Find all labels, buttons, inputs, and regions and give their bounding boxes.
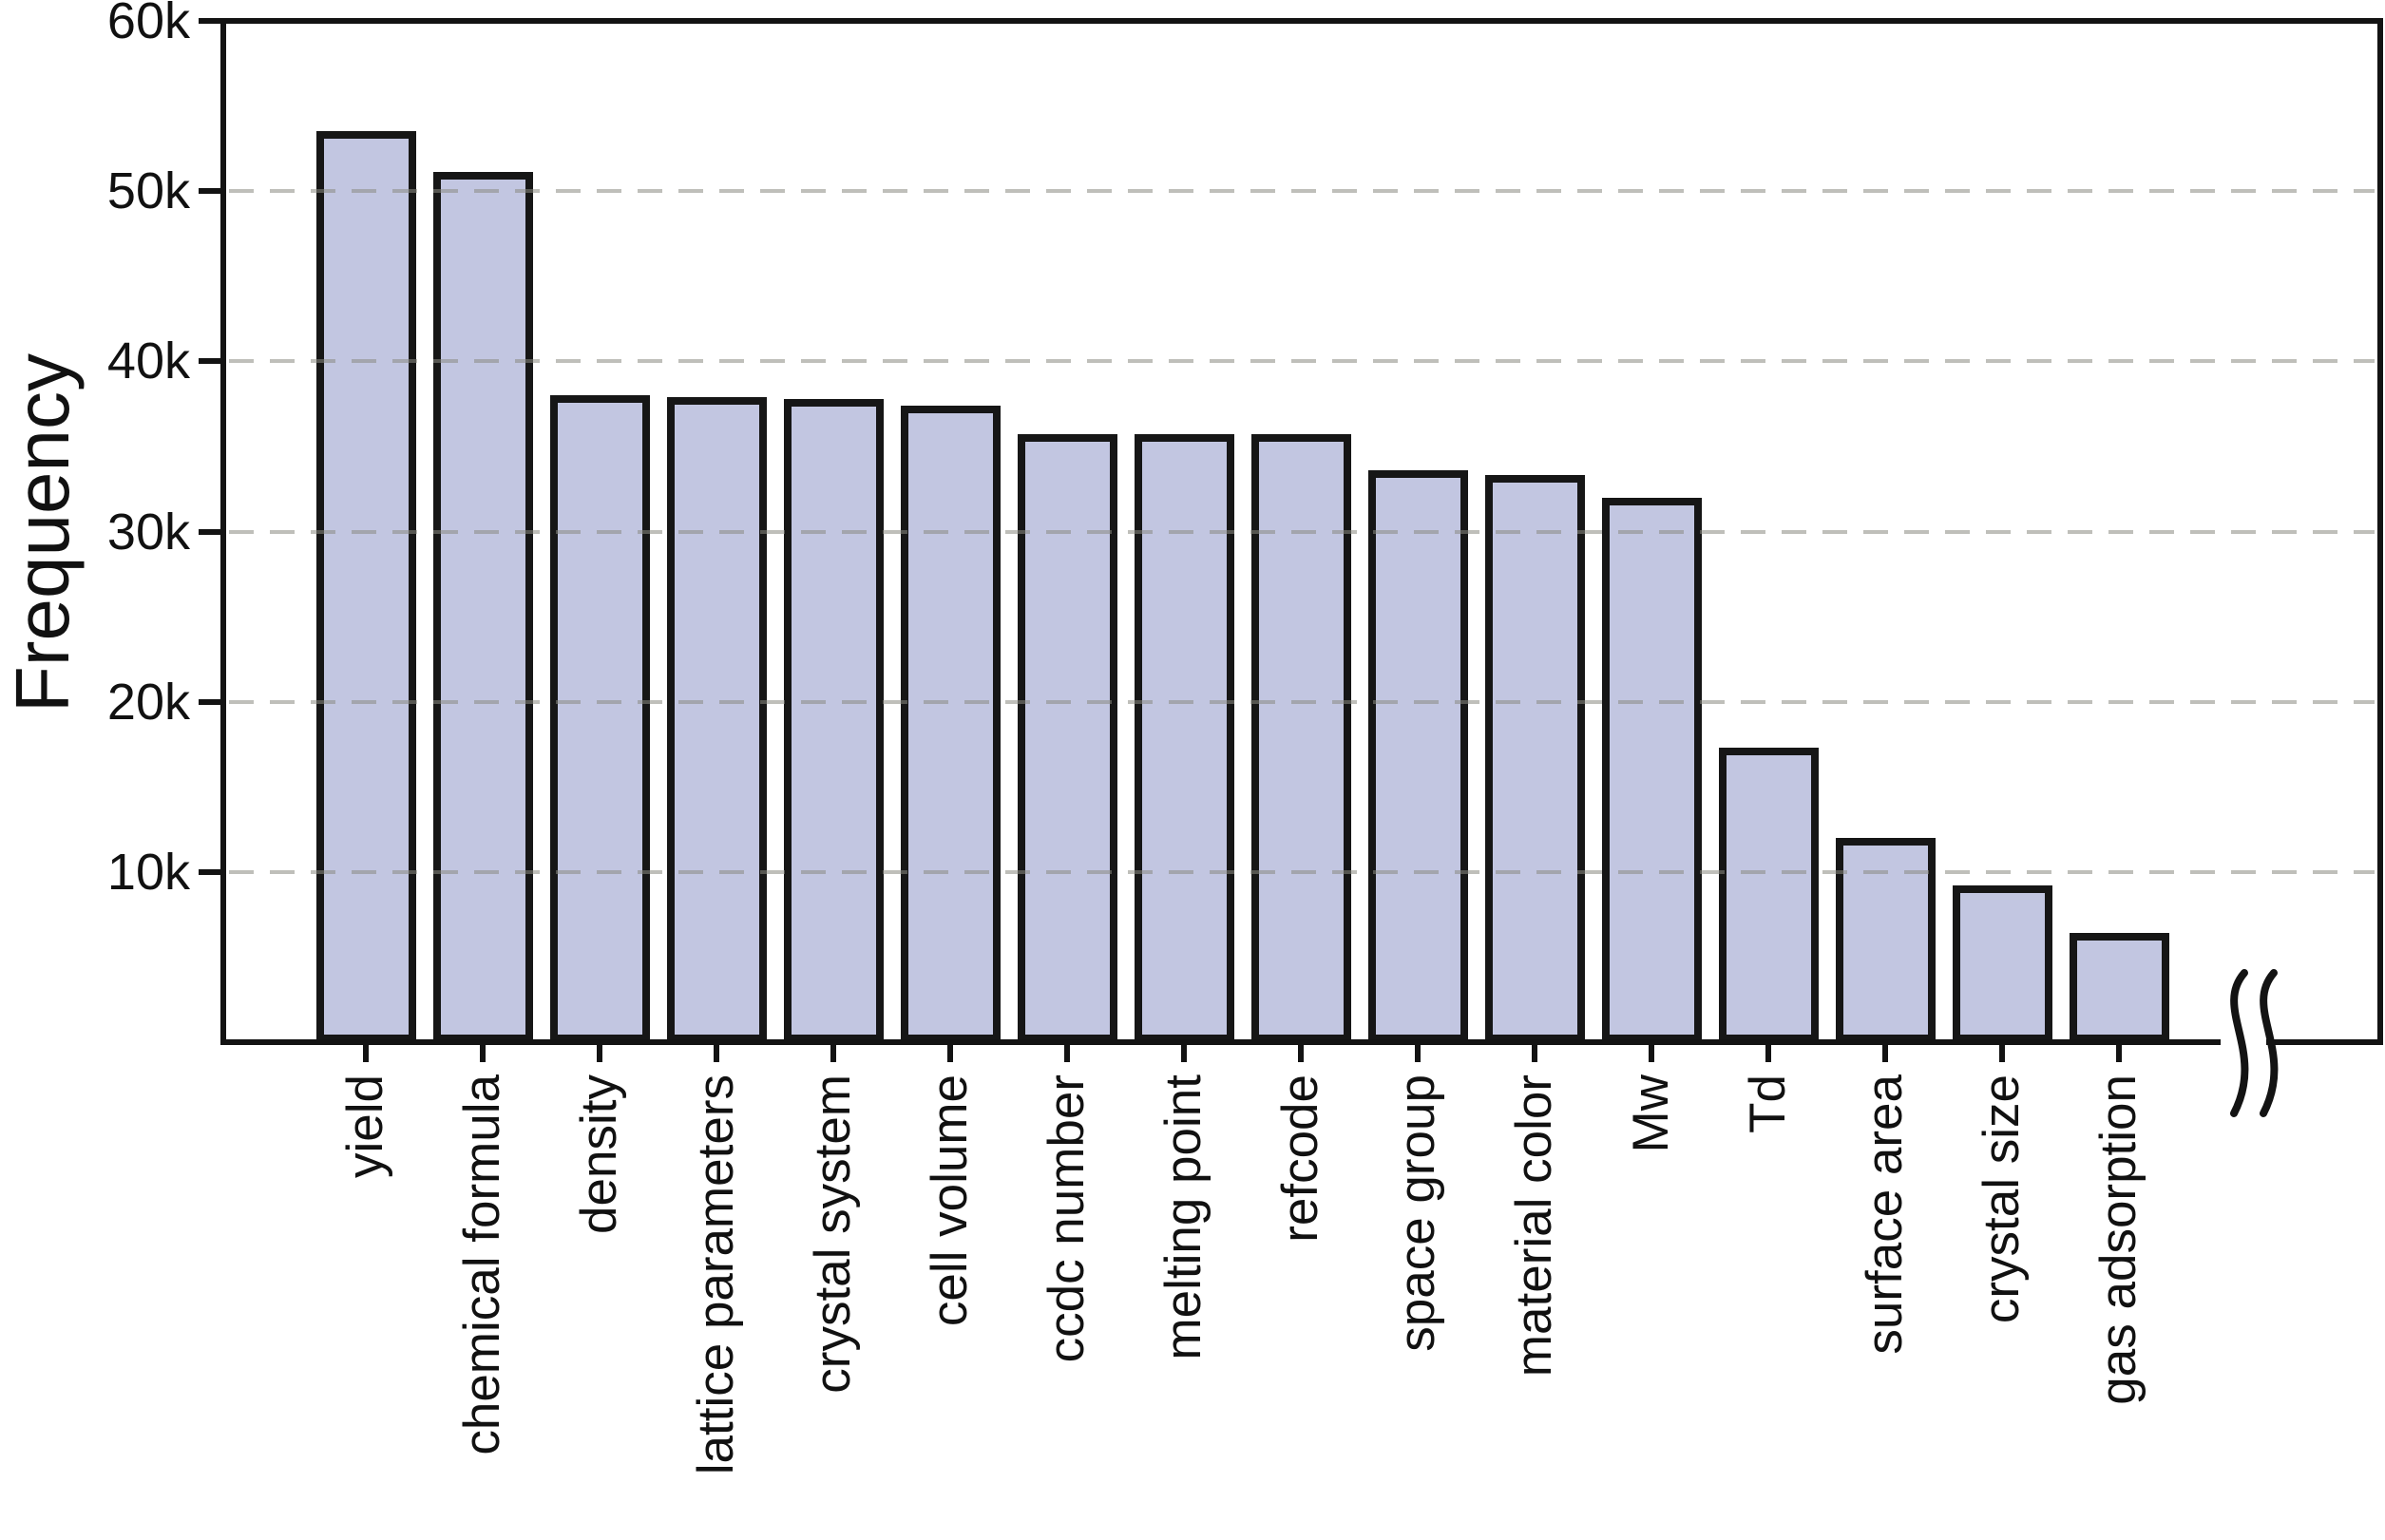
x-tick-surface-area bbox=[1882, 1042, 1888, 1062]
bar-refcode bbox=[1250, 434, 1351, 1042]
bar-surface-area bbox=[1835, 838, 1936, 1042]
x-tick-td bbox=[1765, 1042, 1771, 1062]
y-tick-label-60k: 60k bbox=[106, 0, 190, 49]
y-tick-label-30k: 30k bbox=[106, 503, 190, 561]
x-tick-cell-volume bbox=[947, 1042, 953, 1062]
x-tick-label-density: density bbox=[571, 1074, 627, 1234]
y-tick-50k bbox=[199, 188, 223, 195]
right-spine bbox=[2377, 18, 2383, 1045]
x-tick-label-cell-volume: cell volume bbox=[922, 1074, 978, 1327]
x-tick-label-refcode: refcode bbox=[1272, 1074, 1328, 1243]
y-tick-30k bbox=[199, 528, 223, 535]
bar-density bbox=[549, 395, 650, 1042]
bar-lattice-parameters bbox=[666, 396, 767, 1042]
x-tick-label-mw: Mw bbox=[1623, 1074, 1679, 1153]
gridline-30k bbox=[229, 529, 2375, 534]
x-tick-material-color bbox=[1532, 1042, 1537, 1062]
bar-crystal-system bbox=[783, 398, 884, 1042]
x-axis-baseline-right-segment bbox=[2266, 1039, 2380, 1045]
bar-space-group bbox=[1367, 470, 1468, 1042]
y-tick-60k bbox=[199, 18, 223, 24]
bar-gas-adsorption bbox=[2069, 933, 2169, 1042]
x-tick-lattice-parameters bbox=[714, 1042, 719, 1062]
x-tick-refcode bbox=[1298, 1042, 1304, 1062]
y-tick-label-50k: 50k bbox=[106, 162, 190, 220]
x-tick-label-crystal-system: crystal system bbox=[805, 1074, 861, 1394]
bar-cell-volume bbox=[900, 405, 1001, 1042]
bar-mw bbox=[1601, 497, 1702, 1042]
x-tick-chemical-formula bbox=[480, 1042, 486, 1062]
gridline-20k bbox=[229, 699, 2375, 704]
x-tick-label-surface-area: surface area bbox=[1857, 1074, 1913, 1355]
x-tick-gas-adsorption bbox=[2116, 1042, 2122, 1062]
y-tick-20k bbox=[199, 698, 223, 705]
y-tick-label-10k: 10k bbox=[106, 843, 190, 901]
y-tick-label-20k: 20k bbox=[106, 673, 190, 731]
bar-crystal-size bbox=[1952, 885, 2052, 1042]
x-tick-label-chemical-formula: chemical formula bbox=[454, 1074, 510, 1455]
x-tick-label-yield: yield bbox=[337, 1074, 393, 1179]
bar-yield bbox=[315, 131, 416, 1042]
y-tick-label-40k: 40k bbox=[106, 333, 190, 390]
bar-melting-point bbox=[1134, 434, 1234, 1042]
y-tick-10k bbox=[199, 868, 223, 875]
x-tick-label-space-group: space group bbox=[1389, 1074, 1445, 1352]
x-tick-yield bbox=[363, 1042, 369, 1062]
x-tick-density bbox=[597, 1042, 602, 1062]
x-tick-label-crystal-size: crystal size bbox=[1974, 1074, 2030, 1324]
gridline-40k bbox=[229, 359, 2375, 364]
bar-material-color bbox=[1484, 475, 1585, 1042]
x-tick-melting-point bbox=[1181, 1042, 1187, 1062]
x-tick-label-material-color: material color bbox=[1506, 1074, 1562, 1378]
y-axis-title: Frequency bbox=[0, 353, 85, 713]
x-tick-label-ccdc-number: ccdc number bbox=[1039, 1074, 1095, 1363]
left-spine-y-axis bbox=[220, 18, 226, 1045]
bar-chemical-formula bbox=[432, 172, 533, 1042]
bar-ccdc-number bbox=[1017, 434, 1117, 1042]
top-spine bbox=[223, 18, 2383, 24]
x-tick-label-td: Td bbox=[1740, 1074, 1796, 1133]
gridline-50k bbox=[229, 189, 2375, 194]
x-axis-baseline-left-segment bbox=[223, 1039, 2221, 1045]
bar-td bbox=[1718, 748, 1819, 1042]
x-tick-crystal-system bbox=[830, 1042, 836, 1062]
gridline-10k bbox=[229, 869, 2375, 874]
x-tick-label-lattice-parameters: lattice parameters bbox=[688, 1074, 744, 1475]
y-tick-40k bbox=[199, 358, 223, 365]
x-tick-label-gas-adsorption: gas adsorption bbox=[2090, 1074, 2146, 1405]
x-tick-ccdc-number bbox=[1064, 1042, 1070, 1062]
x-tick-mw bbox=[1649, 1042, 1654, 1062]
axis-break-squiggle-icon bbox=[2230, 969, 2279, 1117]
x-tick-crystal-size bbox=[1999, 1042, 2005, 1062]
x-tick-space-group bbox=[1415, 1042, 1421, 1062]
x-tick-label-melting-point: melting point bbox=[1155, 1074, 1212, 1360]
